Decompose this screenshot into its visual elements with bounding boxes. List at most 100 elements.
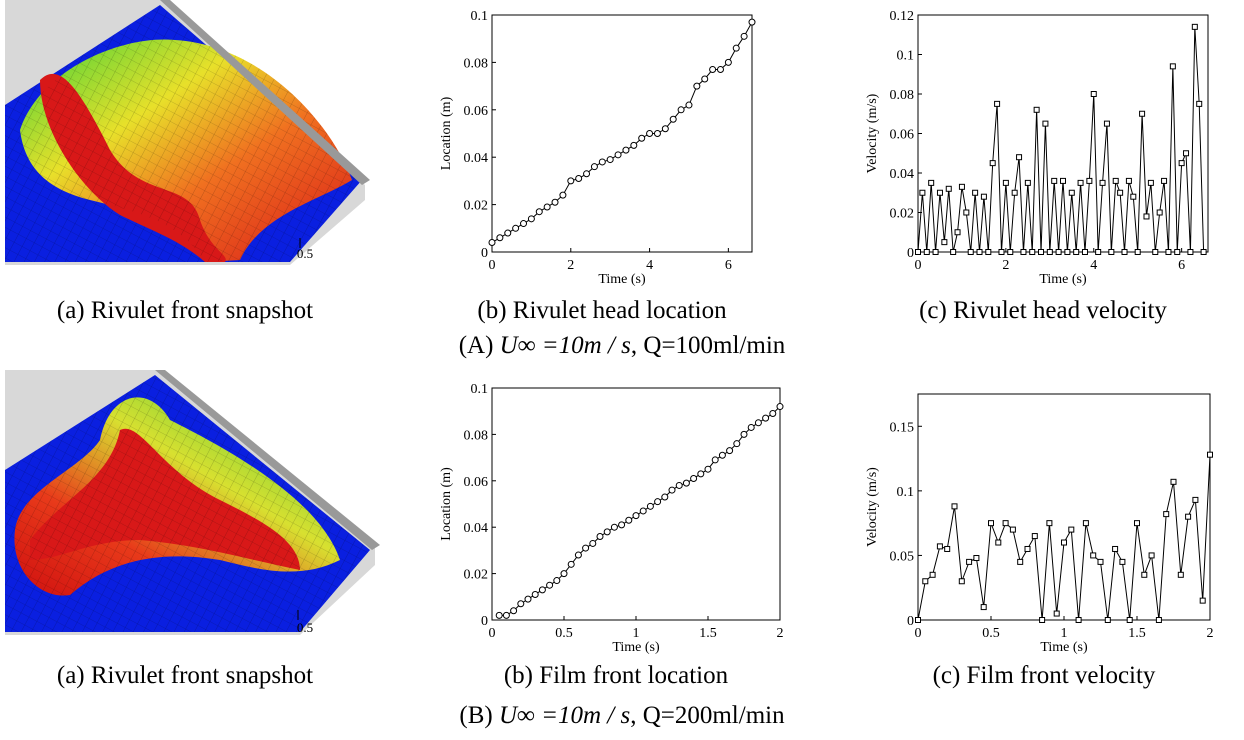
data-point [1075, 617, 1082, 623]
data-point [1187, 249, 1194, 255]
data-point [639, 507, 647, 515]
x-tick-label: 2 [1207, 626, 1214, 641]
data-point [1033, 106, 1040, 113]
data-line [917, 454, 1211, 621]
data-point [958, 183, 965, 190]
data-point [963, 209, 970, 216]
data-point [618, 521, 626, 529]
data-line [491, 21, 753, 243]
data-point [546, 581, 554, 589]
row-label: (B) [459, 702, 493, 729]
data-point [535, 208, 543, 216]
data-point [1051, 177, 1058, 184]
data-point [724, 58, 732, 66]
data-point [560, 570, 568, 578]
y-tick-label: 0 [481, 614, 488, 629]
data-point [754, 419, 762, 427]
x-axis-label: Time (s) [1039, 272, 1087, 287]
x-tick-label: 0.5 [555, 626, 573, 641]
data-point [1029, 249, 1036, 255]
data-point [776, 403, 784, 411]
data-point [1090, 91, 1097, 97]
data-point [1068, 526, 1075, 533]
data-point [697, 470, 705, 478]
data-point [1042, 120, 1049, 127]
data-point [583, 170, 591, 178]
data-point [1055, 249, 1062, 255]
data-point [598, 158, 606, 166]
data-point [704, 465, 712, 473]
data-point [1086, 177, 1093, 184]
data-point [488, 239, 496, 247]
data-point [769, 410, 777, 418]
y-tick-label: 0.08 [464, 428, 489, 443]
y-tick-label: 0.02 [464, 199, 489, 214]
data-point [1068, 189, 1075, 196]
plot-frame [917, 14, 1209, 253]
x-tick-label: 0 [489, 626, 496, 641]
y-tick-label: 0.08 [464, 56, 489, 71]
data-point [1073, 249, 1080, 255]
plot-frame [917, 393, 1211, 621]
y-tick-label: 0.08 [890, 88, 915, 103]
data-point [1155, 617, 1162, 623]
y-axis-label: Location (m) [439, 96, 454, 170]
data-point [1185, 513, 1192, 520]
panel-caption: (a) Rivulet front snapshot [56, 662, 314, 689]
data-point [603, 528, 611, 536]
y-axis-label: Location (m) [439, 467, 454, 541]
data-point [567, 560, 575, 568]
x-tick-label: 6 [725, 258, 732, 273]
data-point [1002, 520, 1009, 527]
x-tick-label: 1.5 [699, 626, 717, 641]
data-point [575, 175, 583, 183]
data-line [917, 26, 1205, 253]
snapshot-image [5, 370, 380, 635]
data-point [1200, 249, 1207, 255]
data-point [1103, 120, 1110, 127]
data-point [543, 203, 551, 211]
data-point [1104, 617, 1111, 623]
data-point [1112, 545, 1119, 552]
y-axis-label: Velocity (m/s) [865, 93, 880, 173]
data-point [1117, 189, 1124, 196]
data-point [1121, 249, 1128, 255]
data-point [1039, 617, 1046, 623]
data-point [1130, 193, 1137, 200]
data-point [632, 512, 640, 520]
data-point [915, 617, 921, 623]
data-point [1183, 150, 1190, 157]
data-point [1134, 249, 1141, 255]
data-point [1009, 526, 1016, 533]
y-tick-label: 0.04 [464, 151, 489, 166]
data-point [538, 586, 546, 594]
row-caption: (A) U∞ =10m / s, Q=100ml/min [0, 332, 1244, 360]
data-point [945, 185, 952, 192]
data-point [669, 115, 677, 123]
data-point [1017, 558, 1024, 565]
data-point [1141, 571, 1148, 578]
data-point [1165, 249, 1172, 255]
data-point [1024, 179, 1031, 186]
data-point [610, 523, 618, 531]
data-point [1081, 249, 1088, 255]
data-point [748, 18, 756, 26]
data-point [972, 189, 979, 196]
x-tick-label: 0 [915, 258, 922, 273]
data-point [919, 189, 926, 196]
data-point [951, 503, 958, 510]
data-point [622, 146, 630, 154]
data-point [1177, 571, 1184, 578]
data-point [1207, 451, 1213, 458]
y-tick-label: 0 [481, 246, 488, 261]
data-point [1152, 249, 1159, 255]
data-point [510, 607, 518, 615]
y-tick-label: 0.1 [471, 9, 489, 24]
data-point [994, 100, 1001, 107]
data-point [747, 423, 755, 431]
data-point [980, 193, 987, 200]
data-point [998, 249, 1005, 255]
row-formula: U∞ =10m / s [499, 332, 631, 359]
data-point [661, 125, 669, 133]
y-tick-label: 0.1 [897, 49, 915, 64]
